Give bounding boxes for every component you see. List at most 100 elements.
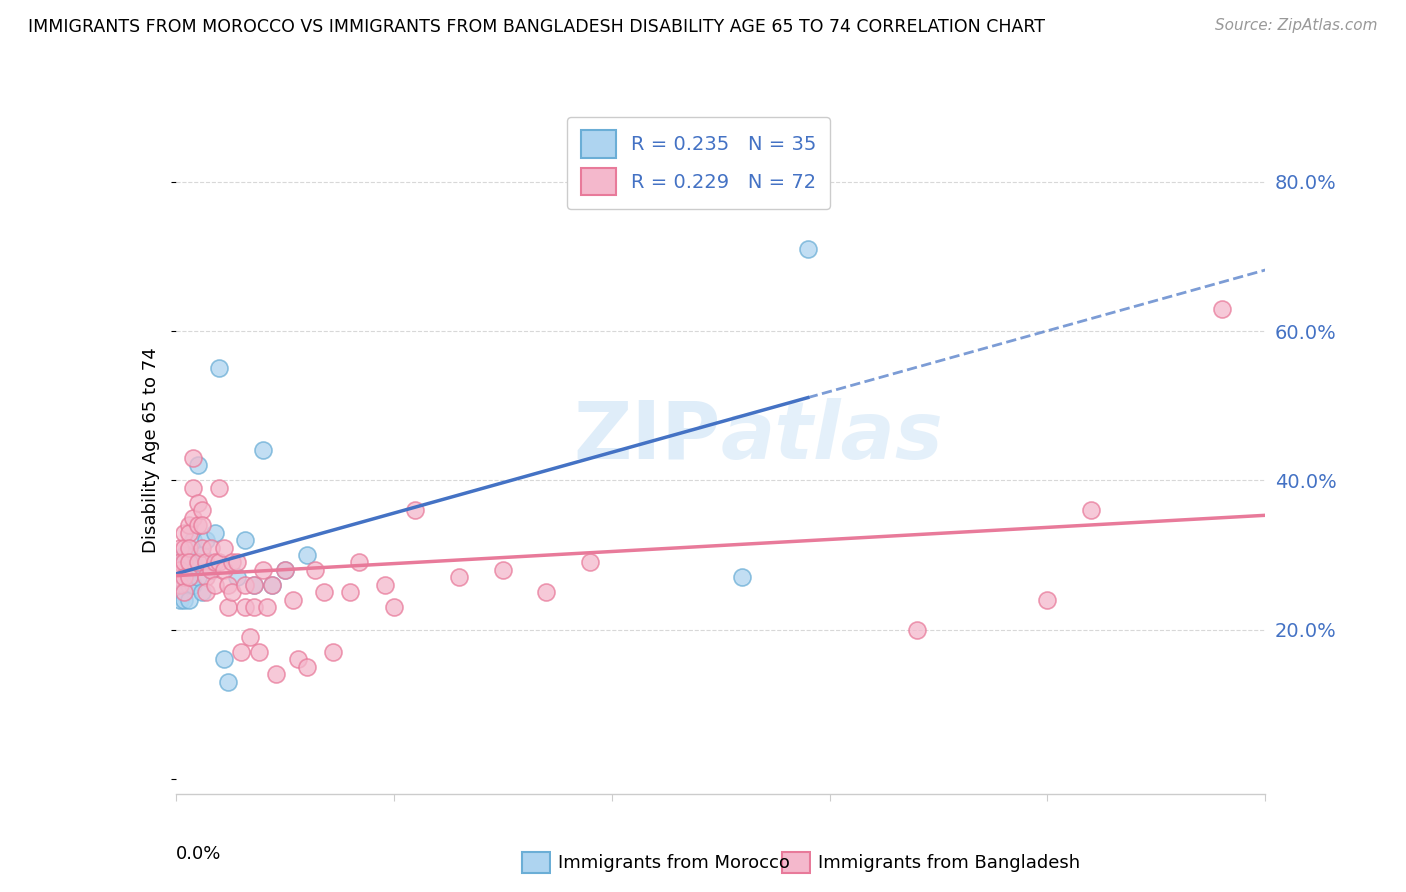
Point xyxy=(186,556,209,570)
Point xyxy=(283,592,305,607)
Point xyxy=(165,570,187,584)
Point xyxy=(221,556,243,570)
Point xyxy=(260,578,283,592)
Legend: R = 0.235   N = 35, R = 0.229   N = 72: R = 0.235 N = 35, R = 0.229 N = 72 xyxy=(567,117,831,209)
Point xyxy=(1080,503,1102,517)
Text: Source: ZipAtlas.com: Source: ZipAtlas.com xyxy=(1215,18,1378,33)
Point xyxy=(256,600,278,615)
Point xyxy=(191,518,214,533)
Point xyxy=(173,556,195,570)
Point xyxy=(200,541,222,555)
Point xyxy=(247,645,270,659)
Point xyxy=(405,503,427,517)
Point xyxy=(731,570,754,584)
Point xyxy=(177,541,200,555)
Point xyxy=(492,563,515,577)
Point xyxy=(295,548,318,562)
Point xyxy=(1211,301,1233,316)
Point xyxy=(169,556,191,570)
Point xyxy=(260,578,283,592)
Point xyxy=(212,563,235,577)
Point xyxy=(208,481,231,495)
Point xyxy=(165,570,187,584)
Point xyxy=(322,645,344,659)
Point xyxy=(905,623,928,637)
Point xyxy=(186,496,209,510)
Point xyxy=(169,578,191,592)
Point xyxy=(173,563,195,577)
Point xyxy=(264,667,287,681)
Point xyxy=(287,652,309,666)
Point xyxy=(177,570,200,584)
Point xyxy=(235,578,257,592)
Point xyxy=(181,510,204,524)
Point xyxy=(173,525,195,540)
Point xyxy=(200,563,222,577)
Point xyxy=(191,585,214,599)
Point xyxy=(181,556,204,570)
Point xyxy=(374,578,396,592)
Point xyxy=(177,556,200,570)
Point xyxy=(195,533,218,547)
Text: Immigrants from Bangladesh: Immigrants from Bangladesh xyxy=(818,854,1080,871)
Point xyxy=(177,563,200,577)
Point xyxy=(173,592,195,607)
Point xyxy=(208,556,231,570)
Point xyxy=(217,600,239,615)
Text: Immigrants from Morocco: Immigrants from Morocco xyxy=(558,854,790,871)
Point xyxy=(217,578,239,592)
Bar xyxy=(522,852,550,873)
Point xyxy=(169,541,191,555)
Point xyxy=(169,556,191,570)
Point xyxy=(304,563,326,577)
Point xyxy=(173,570,195,584)
Point xyxy=(204,556,226,570)
Point xyxy=(225,570,247,584)
Point xyxy=(186,570,209,584)
Point xyxy=(225,556,247,570)
Point xyxy=(235,533,257,547)
Point xyxy=(181,533,204,547)
Point xyxy=(252,563,274,577)
Point xyxy=(173,541,195,555)
Point xyxy=(169,563,191,577)
Point xyxy=(243,578,266,592)
Y-axis label: Disability Age 65 to 74: Disability Age 65 to 74 xyxy=(142,348,160,553)
Point xyxy=(339,585,361,599)
Point xyxy=(274,563,297,577)
Point xyxy=(195,585,218,599)
Point xyxy=(173,578,195,592)
Point xyxy=(312,585,335,599)
Point xyxy=(195,556,218,570)
Point xyxy=(165,563,187,577)
Point xyxy=(181,578,204,592)
Point xyxy=(195,570,218,584)
Point xyxy=(177,518,200,533)
Point xyxy=(169,563,191,577)
Point xyxy=(796,242,818,256)
Point xyxy=(169,592,191,607)
Point xyxy=(165,585,187,599)
Text: atlas: atlas xyxy=(721,398,943,475)
Point xyxy=(243,600,266,615)
Point xyxy=(252,443,274,458)
Point xyxy=(1036,592,1059,607)
Point xyxy=(295,660,318,674)
Point xyxy=(173,548,195,562)
Text: IMMIGRANTS FROM MOROCCO VS IMMIGRANTS FROM BANGLADESH DISABILITY AGE 65 TO 74 CO: IMMIGRANTS FROM MOROCCO VS IMMIGRANTS FR… xyxy=(28,18,1045,36)
Point xyxy=(212,652,235,666)
Point xyxy=(347,556,370,570)
Point xyxy=(235,600,257,615)
Point xyxy=(200,563,222,577)
Bar xyxy=(782,852,810,873)
Point xyxy=(186,518,209,533)
Point xyxy=(191,548,214,562)
Point xyxy=(191,541,214,555)
Point xyxy=(274,563,297,577)
Point xyxy=(204,525,226,540)
Point xyxy=(231,645,253,659)
Point xyxy=(186,458,209,473)
Text: ZIP: ZIP xyxy=(574,398,721,475)
Text: 0.0%: 0.0% xyxy=(176,846,221,863)
Point xyxy=(534,585,557,599)
